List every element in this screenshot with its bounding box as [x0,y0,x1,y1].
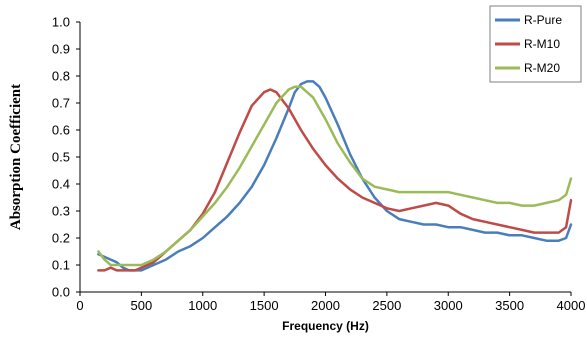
x-tick-label: 1500 [250,298,279,313]
y-tick-label: 1.0 [52,15,70,30]
x-tick-label: 2000 [311,298,340,313]
x-tick-label: 3500 [495,298,524,313]
y-tick-label: 0.3 [52,204,70,219]
y-ticks: 0.0 0.1 0.2 0.3 0.4 0.5 0.6 0.7 0.8 0.9 1.0 [52,15,80,300]
series-lines [97,80,573,272]
x-tick-label: 0 [76,298,83,313]
x-ticks: 0 500 1000 1500 2000 2500 3000 3500 4000 [76,292,585,313]
series-line-r-pure [97,80,573,272]
y-tick-label: 0.6 [52,123,70,138]
y-tick-label: 0.5 [52,150,70,165]
x-tick-label: 2500 [372,298,401,313]
y-tick-label: 0.2 [52,231,70,246]
legend-item-r-pure: R-Pure [495,13,562,27]
y-tick-label: 0.8 [52,69,70,84]
x-tick-label: 4000 [557,298,586,313]
y-tick-label: 0.1 [52,258,70,273]
legend-label: R-M10 [524,37,560,51]
legend-label: R-Pure [524,13,562,27]
x-axis-title: Frequency (Hz) [282,319,369,333]
plot-area: 0 500 1000 1500 2000 2500 3000 3500 4000 0.00.10… [52,15,586,314]
x-tick-label: 500 [131,298,153,313]
y-tick-label: 0.4 [52,177,70,192]
legend-label: R-M20 [524,61,560,75]
x-tick-label: 1000 [188,298,217,313]
legend-item-r-m20: R-M20 [495,61,560,75]
y-tick-label: 0.0 [52,285,70,300]
y-tick-label: 0.7 [52,96,70,111]
legend: R-Pure R-M10 R-M20 [489,5,582,83]
y-axis-title: Absorption Coefficient [8,84,24,230]
x-tick-label: 3000 [434,298,463,313]
series-line-r-m10 [97,88,573,272]
series-line-r-m20 [97,85,573,267]
y-tick-label: 0.9 [52,42,70,57]
legend-item-r-m10: R-M10 [495,37,560,51]
